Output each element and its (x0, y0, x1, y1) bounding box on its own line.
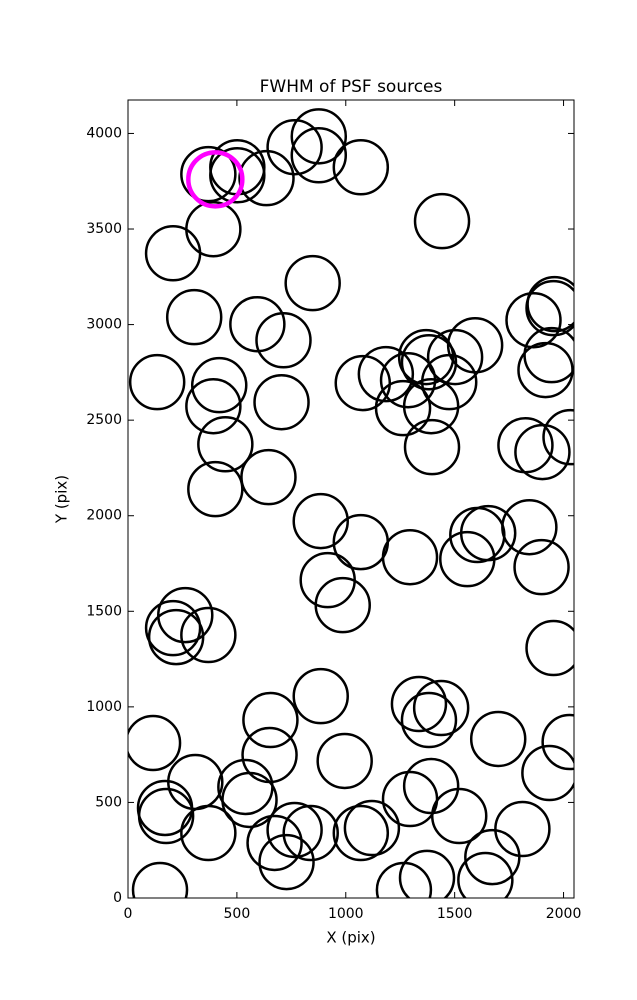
source-circle (494, 800, 551, 858)
y-tick-label: 4000 (86, 125, 122, 141)
source-circle (402, 377, 460, 435)
source-circle (282, 804, 339, 862)
source-circle (398, 849, 456, 898)
source-circle (400, 691, 458, 749)
y-tick-label: 0 (113, 890, 122, 906)
plot-area (128, 108, 574, 898)
source-circle (292, 492, 349, 550)
y-tick-label: 3000 (86, 317, 122, 333)
y-tick-label: 3500 (86, 221, 122, 237)
source-circle (501, 498, 558, 556)
x-axis-label: X (pix) (326, 929, 375, 947)
source-circle (426, 328, 484, 386)
source-circle (517, 341, 574, 399)
source-circle (526, 275, 574, 333)
source-circle (402, 757, 460, 815)
source-circle (525, 279, 574, 337)
axes-frame (127, 99, 575, 899)
source-circle (412, 679, 470, 737)
source-circle (459, 504, 517, 562)
source-circle (128, 353, 186, 411)
source-circle (525, 619, 574, 677)
source-circle (131, 861, 189, 898)
source-circle (240, 448, 297, 506)
source-circle (187, 460, 244, 518)
source-circle (400, 333, 458, 391)
y-tick-label: 500 (95, 794, 122, 810)
source-circle (292, 667, 349, 725)
source-circle (258, 833, 315, 891)
source-circle (185, 377, 242, 435)
source-circle (381, 528, 439, 586)
y-tick-label: 1000 (86, 699, 122, 715)
source-circle (523, 326, 574, 384)
source-circle (165, 288, 223, 346)
x-tick-label: 1000 (328, 906, 364, 922)
source-circle (238, 149, 295, 207)
chart-title: FWHM of PSF sources (260, 77, 443, 97)
source-circle (144, 225, 202, 282)
source-circle (246, 814, 303, 872)
source-circle (147, 608, 205, 666)
source-circle (390, 675, 448, 733)
x-tick-label: 2000 (546, 906, 582, 922)
source-circle (229, 295, 286, 353)
source-circle (137, 787, 195, 845)
y-tick-label: 2500 (86, 412, 122, 428)
source-circle (290, 108, 348, 165)
source-circle (209, 147, 266, 204)
source-circle (186, 150, 245, 209)
source-circle (316, 732, 373, 790)
source-circle (464, 828, 521, 886)
source-circle (397, 328, 455, 386)
source-circle (374, 379, 432, 437)
source-circle (180, 804, 237, 862)
source-circle (513, 538, 570, 596)
source-circle (521, 744, 574, 802)
source-circle (430, 787, 488, 845)
x-tick-label: 0 (124, 906, 133, 922)
source-circle (144, 599, 202, 657)
source-circle (266, 801, 323, 859)
source-circle (541, 713, 574, 771)
source-circle (242, 691, 299, 749)
source-circle (314, 576, 371, 634)
source-circle (343, 799, 401, 857)
source-circle (334, 354, 392, 412)
source-circle (180, 145, 237, 203)
source-circle (197, 415, 254, 473)
source-circle (332, 804, 390, 862)
source-circle (332, 139, 390, 196)
y-tick-label: 2000 (86, 508, 122, 524)
source-circle (457, 851, 514, 898)
source-circle (190, 356, 248, 414)
source-circle (128, 714, 182, 772)
x-tick-label: 500 (224, 906, 251, 922)
source-circle (420, 353, 478, 411)
source-circle (375, 861, 433, 898)
source-circle (357, 345, 415, 403)
source-circle (403, 418, 461, 476)
source-circle (284, 254, 341, 312)
source-circle (290, 126, 348, 184)
source-circle (253, 373, 310, 431)
y-tick-label: 1500 (86, 603, 122, 619)
source-circle (157, 586, 214, 644)
source-circle (413, 192, 471, 250)
source-circle (266, 118, 323, 176)
y-axis-label: Y (pix) (53, 475, 71, 524)
source-circle (542, 408, 574, 466)
source-circle (255, 312, 312, 369)
source-circle (221, 771, 278, 829)
source-circle (514, 423, 571, 481)
source-circle (180, 606, 237, 664)
source-circle (469, 710, 527, 768)
x-tick-label: 1500 (437, 906, 473, 922)
